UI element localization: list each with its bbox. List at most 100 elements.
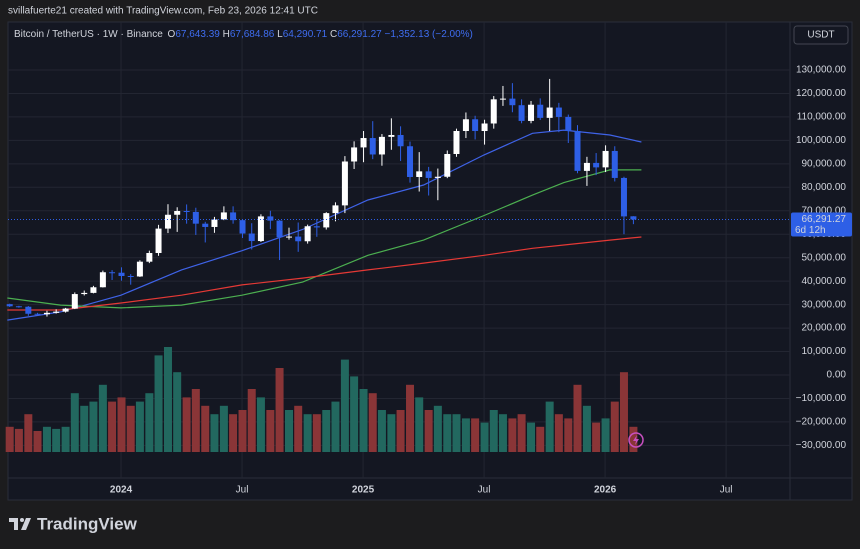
volume-bar [98, 384, 107, 452]
candle-body [127, 275, 134, 277]
volume-bar [350, 376, 359, 452]
candle-body [34, 313, 41, 315]
y-tick-label: 70,000.00 [802, 205, 847, 216]
y-tick-label: 40,000.00 [802, 276, 847, 287]
volume-bar [80, 405, 89, 452]
volume-bar [312, 414, 321, 452]
candle-body [490, 99, 497, 124]
candle-body [462, 119, 469, 132]
volume-bar [331, 401, 340, 452]
candle-body [528, 104, 535, 121]
volume-bar [415, 397, 424, 452]
candle-body [220, 212, 227, 220]
y-tick-label: 50,000.00 [802, 252, 847, 263]
candle-body [407, 146, 414, 177]
y-tick-label: 120,000.00 [796, 88, 846, 99]
volume-bar [527, 422, 536, 452]
countdown: 6d 12h [795, 225, 826, 236]
volume-bar [284, 410, 293, 452]
candle-body [593, 162, 600, 168]
candle-body [304, 226, 311, 242]
candle-body [583, 162, 590, 171]
y-tick-label: 110,000.00 [797, 112, 847, 123]
volume-bar [387, 414, 396, 452]
candle-body [332, 205, 339, 214]
candle-body [481, 123, 488, 132]
candle-body [434, 176, 441, 178]
candle-body [425, 171, 432, 178]
candle-body [537, 104, 544, 118]
event-icon[interactable] [628, 432, 644, 448]
volume-bar [173, 372, 182, 452]
volume-bar [629, 426, 638, 452]
y-tick-label: 100,000.00 [796, 135, 846, 146]
volume-bar [42, 426, 51, 452]
author: svillafuerte21 created with TradingView.… [8, 6, 318, 17]
y-tick-label: −10,000.00 [796, 393, 847, 404]
symbol: Bitcoin / TetherUS · 1W · Binance [14, 29, 163, 40]
candle-body [295, 236, 302, 242]
volume-bar [238, 410, 247, 452]
candle-body [174, 211, 181, 215]
candle-body [351, 147, 358, 162]
candle-body [276, 220, 283, 238]
currency-button[interactable] [793, 25, 849, 45]
volume-bar [489, 410, 498, 452]
candle-body [444, 153, 451, 177]
volume-bar [210, 414, 219, 452]
high-label: H [223, 29, 230, 40]
candle-body [211, 219, 218, 227]
logo-slash [21, 518, 31, 530]
volume-bar [433, 405, 442, 452]
y-tick-label: 30,000.00 [802, 299, 847, 310]
y-tick-label: 0.00 [827, 370, 847, 381]
candle-body [183, 211, 190, 213]
change: −1,352.13 (−2.00%) [384, 29, 472, 40]
currency[interactable]: USDT [807, 30, 834, 41]
candle-body [118, 272, 125, 276]
volume-bar [61, 426, 70, 452]
candles [6, 78, 637, 317]
candle-body [416, 171, 423, 177]
volume-bar [536, 426, 545, 452]
volume-bar [498, 414, 507, 452]
brand: TradingView [37, 514, 138, 533]
candle-body [574, 131, 581, 171]
candle-body [453, 131, 460, 154]
chart-legend: Bitcoin / TetherUS · 1W · Binance O67,64… [14, 29, 473, 40]
volume-bar [5, 426, 14, 452]
moving-averages [7, 129, 642, 321]
volume-bar [303, 414, 312, 452]
candle-body [90, 287, 97, 293]
candle-body [109, 272, 116, 274]
candle-body [509, 98, 516, 106]
y-tick-label: 80,000.00 [802, 182, 847, 193]
candle-body [518, 105, 525, 121]
close-label: C [330, 29, 337, 40]
candle-body [248, 233, 255, 242]
candle-body [611, 150, 618, 178]
moving-average-line [7, 236, 642, 311]
y-tick-label: −30,000.00 [796, 440, 847, 451]
volume-bar [573, 384, 582, 452]
volume-bar [201, 405, 210, 452]
candle-body [555, 107, 562, 117]
volume-bar [256, 397, 265, 452]
x-tick-label: Jul [236, 485, 249, 496]
low-label: L [277, 29, 283, 40]
candle-body [341, 161, 348, 206]
candle-body [71, 294, 78, 309]
candle-body [6, 304, 13, 307]
event-bolt [633, 435, 639, 445]
volume-bar [247, 389, 256, 452]
candle-body [378, 136, 385, 155]
volume-bar [406, 384, 415, 452]
volume-bar [117, 397, 126, 452]
high: 67,684.86 [230, 29, 275, 40]
volume-bar [396, 410, 405, 452]
moving-average-line [7, 169, 642, 309]
volume-bar [554, 414, 563, 452]
candle-body [323, 213, 330, 228]
candle-body [192, 211, 199, 224]
